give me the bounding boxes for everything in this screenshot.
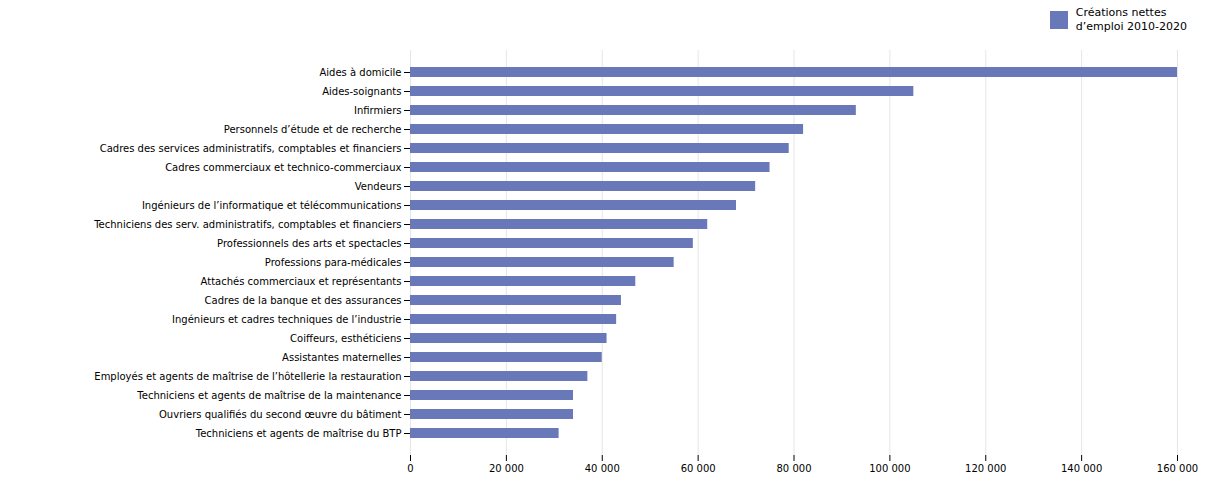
svg-text:Assistantes maternelles: Assistantes maternelles <box>282 352 401 363</box>
svg-text:Aides à domicile: Aides à domicile <box>319 67 401 78</box>
svg-text:Professions para-médicales: Professions para-médicales <box>265 257 402 268</box>
svg-text:Ingénieurs de l’informatique e: Ingénieurs de l’informatique et télécomm… <box>142 200 402 211</box>
html-text:Créations nettes d’emploi 2010: Créations nettes d’emploi 2010-2020 <box>1075 6 1187 33</box>
svg-text:Ouvriers qualifiés du second œ: Ouvriers qualifiés du second œuvre du bâ… <box>159 409 402 420</box>
svg-text:120 000: 120 000 <box>965 463 1006 474</box>
svg-text:Cadres de la banque et des ass: Cadres de la banque et des assurances <box>205 295 402 306</box>
svg-text:20 000: 20 000 <box>489 463 524 474</box>
svg-text:140 000: 140 000 <box>1061 463 1102 474</box>
svg-text:Professionnels des arts et spe: Professionnels des arts et spectacles <box>217 238 401 249</box>
svg-text:Infirmiers: Infirmiers <box>354 105 402 116</box>
svg-text:Cadres commerciaux et technico: Cadres commerciaux et technico-commercia… <box>165 162 401 173</box>
svg-text:160 000: 160 000 <box>1157 463 1198 474</box>
svg-text:Personnels d’étude et de reche: Personnels d’étude et de recherche <box>224 124 402 135</box>
svg-text:Vendeurs: Vendeurs <box>355 181 402 192</box>
svg-text:Aides-soignants: Aides-soignants <box>322 86 401 97</box>
svg-text:Attachés commerciaux et représ: Attachés commerciaux et représentants <box>201 276 402 287</box>
svg-text:Coiffeurs, esthéticiens: Coiffeurs, esthéticiens <box>290 333 401 344</box>
svg-text:0: 0 <box>407 463 413 474</box>
svg-text:Techniciens et agents de maîtr: Techniciens et agents de maîtrise de la … <box>136 390 401 401</box>
svg-text:Techniciens des serv. administ: Techniciens des serv. administratifs, co… <box>93 219 401 230</box>
svg-text:Employés et agents de maîtrise: Employés et agents de maîtrise de l’hôte… <box>94 371 401 382</box>
svg-text:Cadres des services administra: Cadres des services administratifs, comp… <box>100 143 402 154</box>
svg-text:100 000: 100 000 <box>869 463 910 474</box>
svg-text:60 000: 60 000 <box>681 463 716 474</box>
svg-text:Techniciens et agents de maîtr: Techniciens et agents de maîtrise du BTP <box>195 428 402 439</box>
svg-text:40 000: 40 000 <box>585 463 620 474</box>
svg-text:Ingénieurs et cadres technique: Ingénieurs et cadres techniques de l’ind… <box>172 314 401 325</box>
svg-text:80 000: 80 000 <box>777 463 812 474</box>
